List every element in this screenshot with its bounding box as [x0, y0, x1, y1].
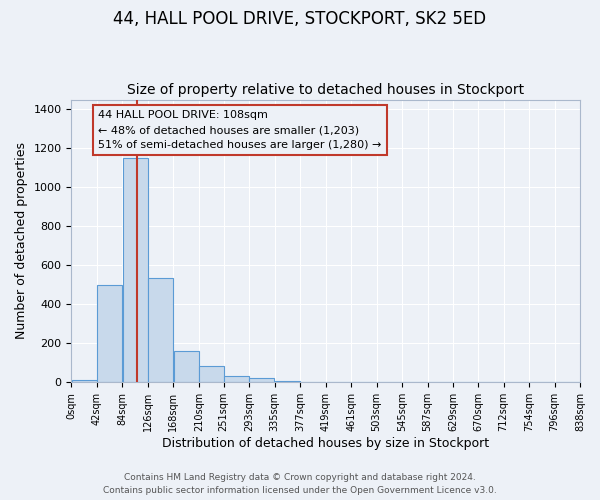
Bar	[224, 376, 249, 382]
Bar	[173, 351, 199, 382]
Text: Contains HM Land Registry data © Crown copyright and database right 2024.
Contai: Contains HM Land Registry data © Crown c…	[103, 474, 497, 495]
Bar	[199, 366, 224, 382]
Title: Size of property relative to detached houses in Stockport: Size of property relative to detached ho…	[127, 83, 524, 97]
Bar	[71, 380, 97, 382]
X-axis label: Distribution of detached houses by size in Stockport: Distribution of detached houses by size …	[162, 437, 489, 450]
Bar	[148, 278, 173, 382]
Text: 44 HALL POOL DRIVE: 108sqm
← 48% of detached houses are smaller (1,203)
51% of s: 44 HALL POOL DRIVE: 108sqm ← 48% of deta…	[98, 110, 382, 150]
Text: 44, HALL POOL DRIVE, STOCKPORT, SK2 5ED: 44, HALL POOL DRIVE, STOCKPORT, SK2 5ED	[113, 10, 487, 28]
Bar	[97, 285, 122, 382]
Y-axis label: Number of detached properties: Number of detached properties	[15, 142, 28, 340]
Bar	[250, 378, 274, 382]
Bar	[122, 158, 148, 382]
